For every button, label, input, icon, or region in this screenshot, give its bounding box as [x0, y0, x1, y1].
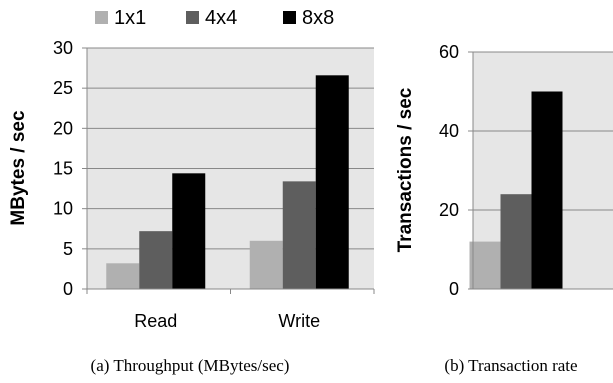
y-tick-label: 10: [53, 199, 73, 219]
y-tick-label: 40: [439, 121, 459, 141]
bar-write-4x4: [282, 181, 316, 289]
legend-swatch-8x8: [283, 11, 296, 24]
bar-write-1x1: [249, 240, 283, 289]
throughput-chart: 0 5 10 15 20 25 30 Read Write MBytes / sec (a) …: [8, 38, 375, 375]
transaction-caption: (b) Transaction rate: [444, 356, 577, 375]
legend: 1x1 4x4 8x8: [95, 7, 334, 29]
legend-swatch-1x1: [95, 11, 108, 24]
x-tick-label-read: Read: [134, 311, 177, 331]
throughput-caption: (a) Throughput (MBytes/sec): [91, 356, 290, 375]
legend-label-1x1: 1x1: [114, 7, 146, 29]
y-tick-label: 30: [53, 38, 73, 58]
y-tick-label: 60: [439, 42, 459, 62]
x-tick-label-write: Write: [278, 311, 320, 331]
legend-label-4x4: 4x4: [205, 7, 237, 29]
bar-write-8x8: [315, 75, 349, 290]
legend-label-8x8: 8x8: [302, 7, 334, 29]
transaction-y-axis-label: Transactions / sec: [395, 87, 416, 252]
throughput-x-ticks: Read Write: [86, 289, 375, 331]
y-tick-label: 0: [63, 279, 73, 299]
throughput-y-axis-label: MBytes / sec: [8, 110, 29, 226]
y-tick-label: 5: [63, 239, 73, 259]
throughput-y-ticks: 0 5 10 15 20 25 30: [53, 38, 87, 299]
throughput-bars: [106, 75, 349, 290]
y-tick-label: 20: [53, 118, 73, 138]
y-tick-label: 20: [439, 200, 459, 220]
transaction-y-ticks: 0 20 40 60: [439, 42, 473, 299]
transaction-bars: [469, 91, 563, 289]
y-tick-label: 15: [53, 159, 73, 179]
legend-swatch-4x4: [186, 11, 199, 24]
bar-read-8x8: [172, 173, 206, 289]
bar-read-1x1: [106, 263, 140, 289]
y-tick-label: 25: [53, 78, 73, 98]
bar-transactions-1x1: [469, 241, 501, 289]
throughput-gridlines: [87, 47, 374, 250]
bar-read-4x4: [139, 231, 173, 289]
bar-transactions-4x4: [500, 194, 532, 289]
y-tick-label: 0: [449, 279, 459, 299]
bar-transactions-8x8: [531, 91, 563, 289]
transaction-rate-chart: 0 20 40 60 Transactions / sec (b) Transacti…: [395, 42, 613, 375]
